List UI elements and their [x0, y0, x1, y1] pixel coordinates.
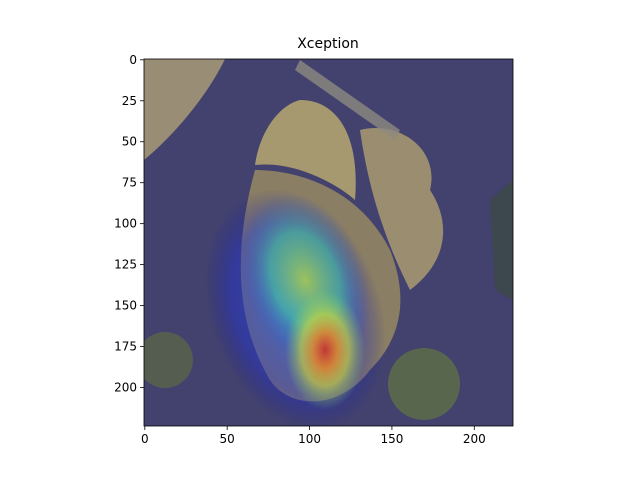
y-tick-label: 175	[114, 340, 137, 354]
x-tick-label: 0	[141, 432, 149, 446]
x-tick-label: 100	[298, 432, 321, 446]
heatmap-image	[144, 59, 513, 426]
y-tick-label: 200	[114, 380, 137, 394]
chart-title: Xception	[297, 36, 359, 52]
y-tick-label: 50	[122, 135, 137, 149]
y-tick-label: 25	[122, 94, 137, 108]
y-tick-label: 75	[122, 176, 137, 190]
y-tick-label: 150	[114, 299, 137, 313]
axes-frame	[143, 58, 514, 427]
y-tick-label: 0	[129, 53, 137, 67]
y-tick-label: 125	[114, 258, 137, 272]
y-tick-label: 100	[114, 217, 137, 231]
x-tick-label: 200	[463, 432, 486, 446]
x-tick-label: 150	[380, 432, 403, 446]
x-tick-label: 50	[220, 432, 235, 446]
